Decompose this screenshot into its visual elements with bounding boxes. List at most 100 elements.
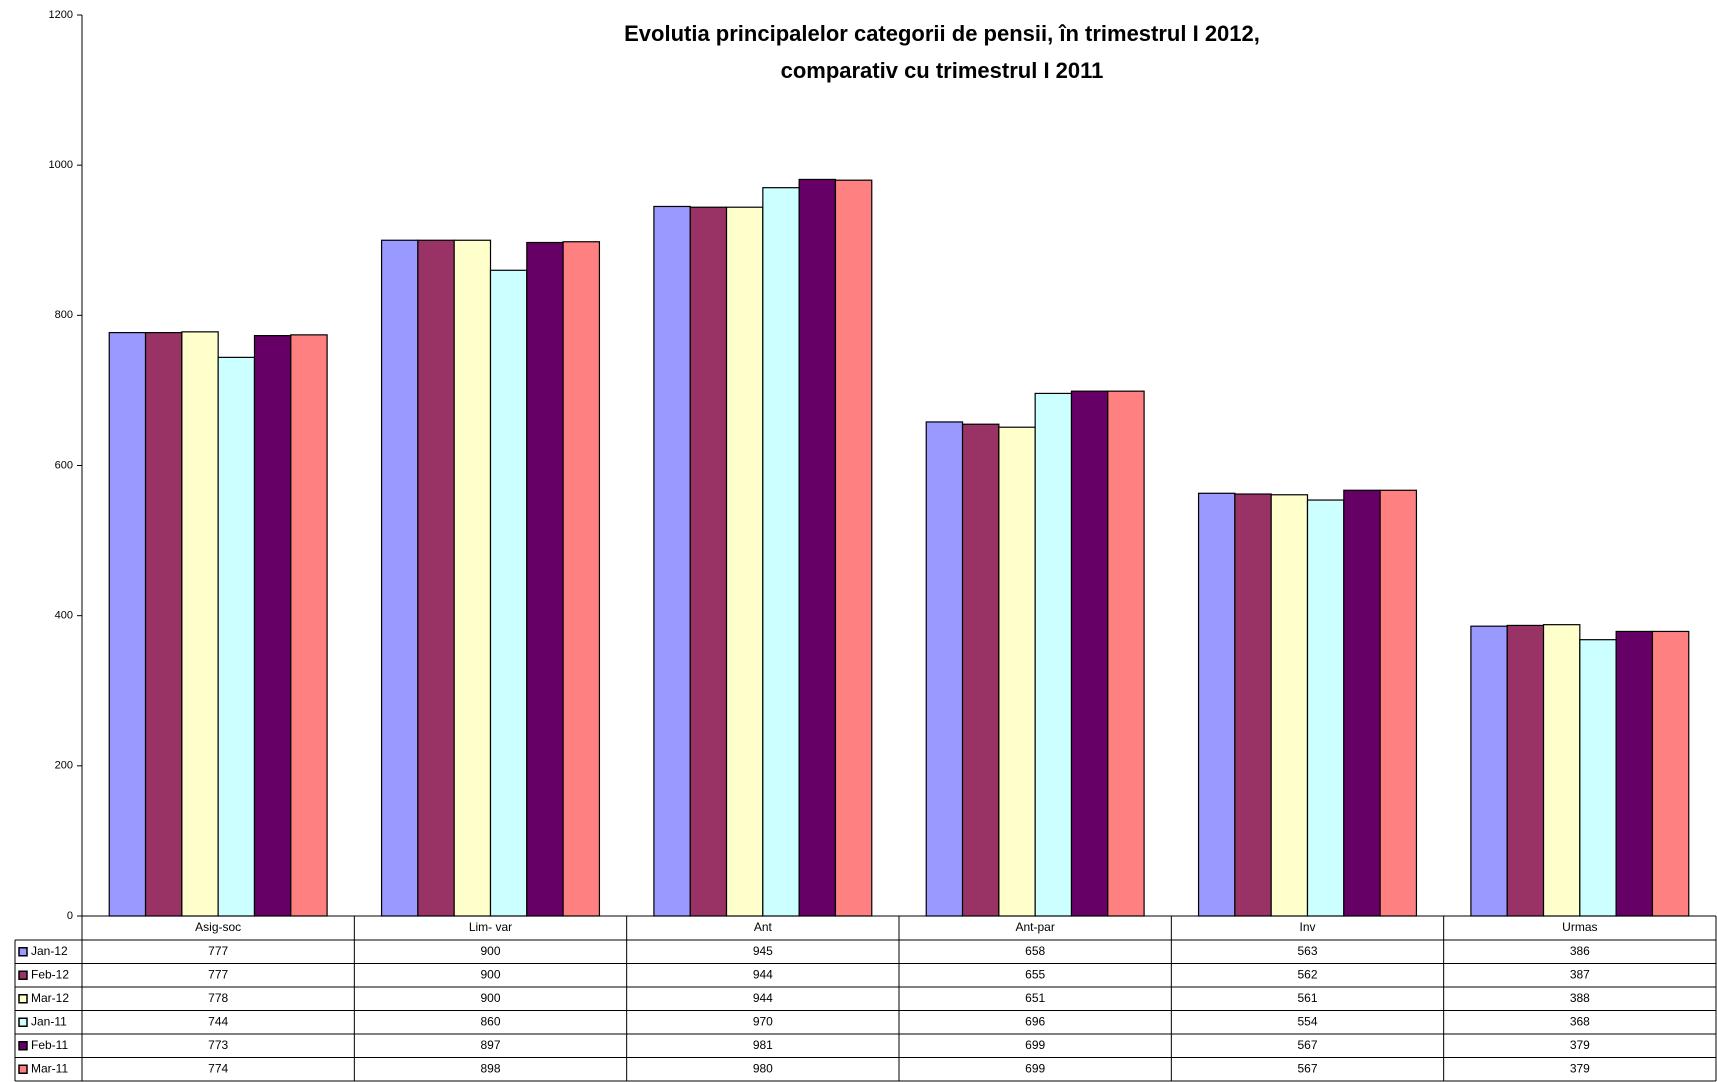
table-value: 561 bbox=[1297, 991, 1317, 1005]
legend-swatch bbox=[18, 947, 28, 957]
table-value: 699 bbox=[1025, 1061, 1045, 1075]
bar bbox=[1651, 630, 1690, 917]
y-tick-label: 600 bbox=[55, 459, 73, 471]
x-tick-label: Inv bbox=[1299, 920, 1315, 934]
bar bbox=[1306, 499, 1345, 917]
legend-label: Jan-11 bbox=[31, 1014, 67, 1028]
table-value: 567 bbox=[1297, 1038, 1317, 1052]
table-value: 900 bbox=[480, 944, 500, 958]
bar bbox=[998, 426, 1036, 917]
bar bbox=[1615, 630, 1654, 917]
table-value: 900 bbox=[480, 967, 500, 981]
bar bbox=[489, 269, 528, 917]
bar bbox=[925, 421, 964, 917]
legend-label: Feb-12 bbox=[31, 967, 69, 981]
y-tick-label: 800 bbox=[55, 309, 73, 321]
table-value: 388 bbox=[1570, 991, 1590, 1005]
x-tick-label: Ant-par bbox=[1015, 920, 1054, 934]
table-value: 897 bbox=[480, 1038, 500, 1052]
bar bbox=[217, 356, 256, 917]
bar bbox=[253, 335, 292, 917]
bar bbox=[1343, 489, 1381, 917]
table-value: 655 bbox=[1025, 967, 1045, 981]
table-value: 900 bbox=[480, 991, 500, 1005]
table-value: 651 bbox=[1025, 991, 1045, 1005]
bar bbox=[834, 179, 873, 917]
legend-label: Mar-12 bbox=[31, 991, 69, 1005]
bar bbox=[798, 178, 837, 917]
x-tick-label: Asig-soc bbox=[195, 920, 241, 934]
legend-label: Mar-11 bbox=[31, 1061, 68, 1075]
bar bbox=[1234, 493, 1272, 917]
bar bbox=[1379, 489, 1418, 917]
y-tick-label: 400 bbox=[55, 610, 73, 622]
bar bbox=[1506, 624, 1545, 917]
table-value: 970 bbox=[753, 1014, 773, 1028]
y-tick-label: 0 bbox=[67, 910, 73, 922]
bar bbox=[290, 334, 328, 917]
bar bbox=[653, 205, 691, 917]
x-tick-label: Urmas bbox=[1562, 920, 1597, 934]
bar bbox=[181, 331, 219, 917]
bar bbox=[453, 239, 492, 917]
chart-title: comparativ cu trimestrul I 2011 bbox=[781, 58, 1104, 83]
table-value: 744 bbox=[208, 1014, 228, 1028]
table-value: 778 bbox=[208, 991, 228, 1005]
table-value: 898 bbox=[480, 1061, 500, 1075]
y-tick-label: 200 bbox=[55, 760, 73, 772]
bar bbox=[689, 206, 728, 917]
legend-swatch bbox=[18, 1041, 28, 1051]
bar bbox=[1034, 392, 1073, 917]
table-value: 562 bbox=[1297, 967, 1317, 981]
table-value: 777 bbox=[208, 967, 228, 981]
legend-swatch bbox=[18, 970, 28, 980]
bar bbox=[1270, 494, 1309, 917]
bar bbox=[562, 241, 601, 917]
bar bbox=[1197, 492, 1236, 917]
bar bbox=[380, 239, 419, 917]
table-value: 387 bbox=[1570, 967, 1590, 981]
table-value: 386 bbox=[1570, 944, 1590, 958]
x-tick-label: Ant bbox=[754, 920, 773, 934]
legend-swatch bbox=[18, 1017, 28, 1027]
table-value: 368 bbox=[1570, 1014, 1590, 1028]
bar bbox=[526, 241, 564, 917]
table-value: 699 bbox=[1025, 1038, 1045, 1052]
bar bbox=[961, 423, 1000, 917]
table-value: 554 bbox=[1297, 1014, 1317, 1028]
bar bbox=[1470, 625, 1508, 917]
table-value: 379 bbox=[1570, 1061, 1590, 1075]
table-value: 860 bbox=[480, 1014, 500, 1028]
bar bbox=[725, 206, 764, 917]
table-value: 981 bbox=[753, 1038, 773, 1052]
table-value: 777 bbox=[208, 944, 228, 958]
table-value: 567 bbox=[1297, 1061, 1317, 1075]
bar bbox=[1579, 639, 1617, 917]
legend-label: Jan-12 bbox=[31, 944, 68, 958]
legend-swatch bbox=[18, 1064, 28, 1074]
y-tick-label: 1000 bbox=[49, 159, 73, 171]
table-value: 944 bbox=[753, 967, 773, 981]
x-tick-label: Lim- var bbox=[469, 920, 512, 934]
table-value: 658 bbox=[1025, 944, 1045, 958]
table-value: 773 bbox=[208, 1038, 228, 1052]
chart-title: Evolutia principalelor categorii de pens… bbox=[624, 21, 1260, 46]
bar bbox=[144, 332, 183, 917]
table-value: 563 bbox=[1297, 944, 1317, 958]
y-tick-label: 1200 bbox=[49, 9, 73, 21]
bar bbox=[417, 239, 455, 917]
bar bbox=[1070, 390, 1109, 917]
table-value: 696 bbox=[1025, 1014, 1045, 1028]
table-value: 944 bbox=[753, 991, 773, 1005]
table-value: 379 bbox=[1570, 1038, 1590, 1052]
table-value: 774 bbox=[208, 1061, 228, 1075]
table-value: 945 bbox=[753, 944, 773, 958]
legend-label: Feb-11 bbox=[31, 1038, 68, 1052]
table-value: 980 bbox=[753, 1061, 773, 1075]
bar bbox=[762, 187, 800, 917]
legend-swatch bbox=[18, 994, 28, 1004]
bar bbox=[1107, 390, 1145, 917]
bar bbox=[108, 332, 147, 917]
bar bbox=[1542, 624, 1581, 917]
